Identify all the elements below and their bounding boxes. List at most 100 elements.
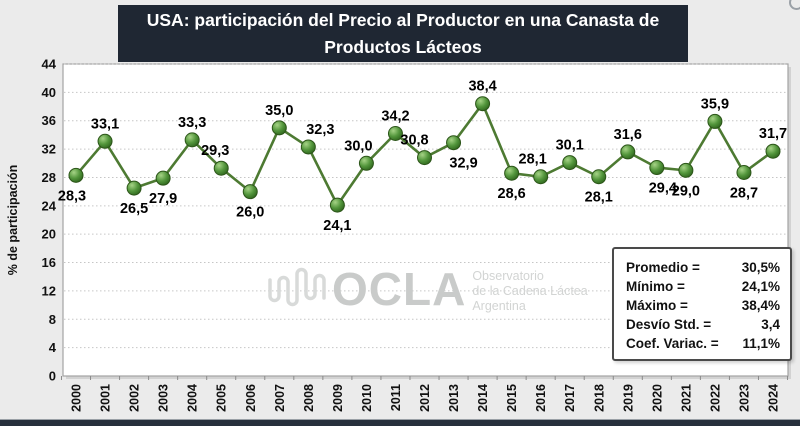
- data-point-label: 34,2: [381, 108, 409, 124]
- stat-label: Coef. Variac. =: [626, 336, 719, 351]
- x-tick-label: 2014: [476, 384, 490, 412]
- x-tick-label: 2012: [418, 384, 432, 412]
- x-tick-label: 2018: [592, 384, 606, 412]
- data-point-label: 26,0: [236, 205, 264, 221]
- data-point-label: 30,1: [556, 138, 584, 154]
- y-tick-label: 32: [42, 142, 56, 157]
- y-tick-label: 8: [49, 312, 56, 327]
- data-point-label: 30,0: [344, 138, 372, 154]
- bottom-strip: [0, 419, 800, 426]
- x-tick-label: 2006: [244, 384, 258, 412]
- y-tick-label: 20: [42, 227, 56, 242]
- data-point-marker: [329, 197, 345, 213]
- y-tick-label: 36: [42, 113, 56, 128]
- data-point-label: 27,9: [149, 191, 177, 207]
- data-point-marker: [417, 150, 432, 166]
- x-tick-label: 2024: [767, 384, 781, 412]
- data-point-label: 30,8: [400, 133, 428, 149]
- x-tick-label: 2004: [186, 384, 200, 412]
- x-tick-label: 2007: [273, 384, 287, 412]
- data-point-marker: [300, 139, 316, 155]
- data-point-marker: [387, 125, 403, 141]
- data-point-marker: [678, 162, 694, 178]
- stat-row-promedio: Promedio = 30,5%: [626, 258, 780, 277]
- y-axis-title: % de participación: [6, 165, 20, 275]
- data-point-marker: [358, 155, 374, 171]
- data-point-marker: [446, 135, 462, 151]
- data-point-marker: [765, 143, 781, 159]
- stat-label: Mínimo =: [626, 279, 685, 294]
- data-point-label: 28,3: [58, 188, 86, 204]
- data-point-marker: [533, 169, 549, 185]
- x-tick-label: 2021: [679, 384, 693, 412]
- data-point-marker: [504, 165, 520, 181]
- stat-value: 30,5%: [741, 260, 780, 275]
- stat-label: Promedio =: [626, 260, 700, 275]
- y-tick-label: 40: [42, 85, 56, 100]
- stat-value: 3,4: [761, 317, 780, 332]
- stat-row-coef: Coef. Variac. = 11,1%: [626, 334, 780, 353]
- data-point-marker: [213, 160, 229, 176]
- stat-value: 11,1%: [742, 336, 780, 351]
- stat-value: 24,1%: [741, 279, 780, 294]
- data-point-label: 38,4: [468, 79, 496, 95]
- y-tick-label: 12: [42, 283, 56, 298]
- data-point-label: 32,3: [306, 122, 334, 138]
- data-point-label: 29,4: [649, 181, 677, 197]
- data-point-label: 24,1: [323, 218, 351, 234]
- statistics-box: Promedio = 30,5% Mínimo = 24,1% Máximo =…: [612, 247, 792, 361]
- data-point-marker: [97, 133, 113, 149]
- data-point-label: 29,3: [201, 143, 229, 159]
- x-tick-label: 2017: [563, 384, 577, 412]
- data-point-label: 32,9: [449, 156, 477, 172]
- stat-row-minimo: Mínimo = 24,1%: [626, 277, 780, 296]
- x-tick-label: 2011: [389, 384, 403, 411]
- y-tick-label: 44: [42, 57, 57, 72]
- data-point-label: 35,9: [701, 96, 729, 112]
- chart-title: USA: participación del Precio al Product…: [118, 5, 688, 62]
- y-tick-label: 0: [49, 369, 56, 384]
- data-point-label: 35,0: [265, 103, 293, 119]
- data-point-label: 33,1: [91, 116, 119, 132]
- data-point-marker: [126, 180, 142, 196]
- x-tick-label: 2013: [447, 384, 461, 412]
- data-point-marker: [562, 155, 578, 171]
- data-point-marker: [242, 184, 258, 200]
- data-point-label: 28,1: [519, 152, 547, 168]
- data-point-marker: [155, 170, 171, 186]
- data-point-label: 28,1: [585, 190, 613, 206]
- x-tick-label: 2005: [215, 384, 229, 412]
- data-point-marker: [736, 164, 752, 180]
- data-point-marker: [184, 132, 200, 148]
- stat-row-maximo: Máximo = 38,4%: [626, 296, 780, 315]
- stat-value: 38,4%: [741, 298, 780, 313]
- stat-label: Máximo =: [626, 298, 688, 313]
- x-tick-label: 2022: [708, 384, 722, 412]
- corner-circle-decoration: [789, 0, 800, 10]
- data-point-label: 29,0: [672, 183, 700, 199]
- x-tick-label: 2003: [157, 384, 171, 412]
- stat-label: Desvío Std. =: [626, 317, 712, 332]
- y-tick-label: 16: [42, 255, 56, 270]
- x-tick-label: 2009: [331, 384, 345, 412]
- data-point-marker: [475, 96, 491, 112]
- data-point-marker: [271, 120, 287, 136]
- data-point-label: 26,5: [120, 201, 148, 217]
- x-tick-label: 2001: [99, 384, 113, 412]
- data-point-marker: [591, 169, 607, 185]
- y-tick-label: 28: [42, 170, 56, 185]
- x-tick-label: 2000: [70, 384, 84, 412]
- y-tick-label: 4: [49, 340, 57, 355]
- y-tick-label: 24: [42, 198, 57, 213]
- stat-row-desvio: Desvío Std. = 3,4: [626, 315, 780, 334]
- x-tick-label: 2019: [621, 384, 635, 412]
- data-point-marker: [620, 144, 636, 160]
- x-tick-label: 2010: [360, 384, 374, 412]
- data-point-label: 31,6: [614, 127, 642, 143]
- x-tick-label: 2023: [737, 384, 751, 412]
- data-point-marker: [649, 160, 665, 176]
- data-point-label: 31,7: [759, 126, 787, 142]
- data-point-marker: [707, 113, 723, 129]
